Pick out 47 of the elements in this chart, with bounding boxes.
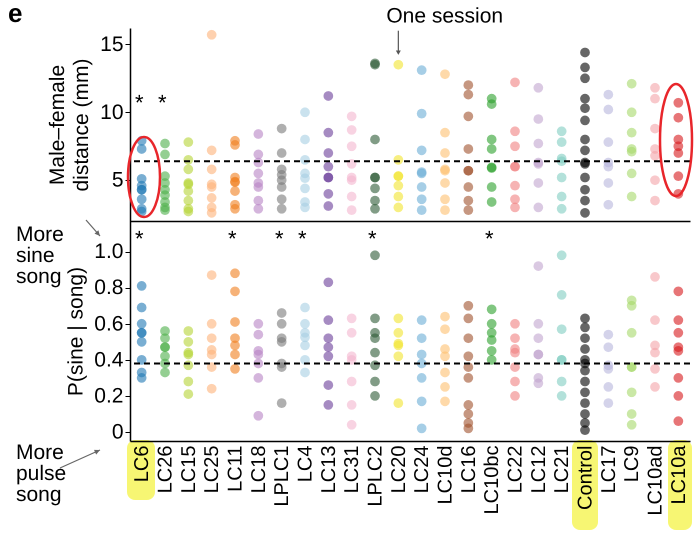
annotation: * — [158, 90, 167, 115]
x-tick-label: LC4 — [294, 446, 316, 482]
x-tick-label: LC21 — [551, 446, 574, 494]
x-tick-label: LC17 — [598, 446, 620, 494]
x-tick-label: LC13 — [318, 446, 340, 494]
x-tick-label: LC10a — [668, 444, 690, 504]
x-tick-label: LC18 — [248, 446, 270, 494]
annotation: * — [135, 226, 144, 251]
y-tick-label: 5 — [112, 168, 124, 192]
annotation: * — [135, 90, 144, 115]
text: More sine song — [16, 223, 64, 288]
y-tick-label: 0.4 — [94, 348, 124, 372]
annotation: * — [275, 226, 284, 251]
x-tick-label: LC10ad — [644, 446, 666, 516]
x-tick-label: LC26 — [154, 446, 176, 494]
x-tick-label: Control — [574, 446, 596, 510]
y-tick-label: 0 — [112, 420, 124, 444]
y-axis-title: Male–female distance (mm) — [46, 58, 94, 192]
y-tick-label: 1.0 — [94, 240, 124, 264]
x-tick-label: LC20 — [388, 446, 410, 494]
x-tick-label: LC22 — [504, 446, 526, 494]
y-tick-label: 0.8 — [94, 276, 124, 300]
x-tick-label: LC16 — [458, 446, 480, 494]
x-tick-label: LC24 — [411, 446, 434, 494]
x-tick-label: LC10d — [434, 446, 456, 504]
y-tick-label: 10 — [100, 100, 124, 124]
annotation: One session — [386, 4, 504, 28]
x-tick-label: LC10bc — [481, 446, 504, 514]
x-tick-label: LPLC1 — [271, 446, 294, 507]
y-tick-label: 0.2 — [94, 384, 124, 408]
annotation: * — [228, 226, 237, 251]
x-tick-label: LC15 — [178, 446, 200, 494]
y-tick-label: 0.6 — [94, 312, 124, 336]
x-tick-label: LC12 — [528, 446, 550, 494]
x-tick-label: LC9 — [621, 446, 644, 482]
y-tick-label: 15 — [100, 32, 124, 56]
text: More pulse song — [16, 441, 68, 506]
annotation: * — [485, 226, 494, 251]
annotation: * — [298, 226, 307, 251]
x-tick-label: LC6 — [131, 446, 154, 482]
x-tick-label: LPLC2 — [364, 446, 386, 507]
annotation: * — [368, 226, 377, 251]
x-tick-label: LC11 — [224, 446, 246, 492]
x-tick-label: LC31 — [341, 446, 364, 494]
text: e — [8, 0, 22, 28]
x-tick-label: LC25 — [201, 446, 224, 494]
y-axis-title: P(sine | song) — [64, 266, 88, 396]
